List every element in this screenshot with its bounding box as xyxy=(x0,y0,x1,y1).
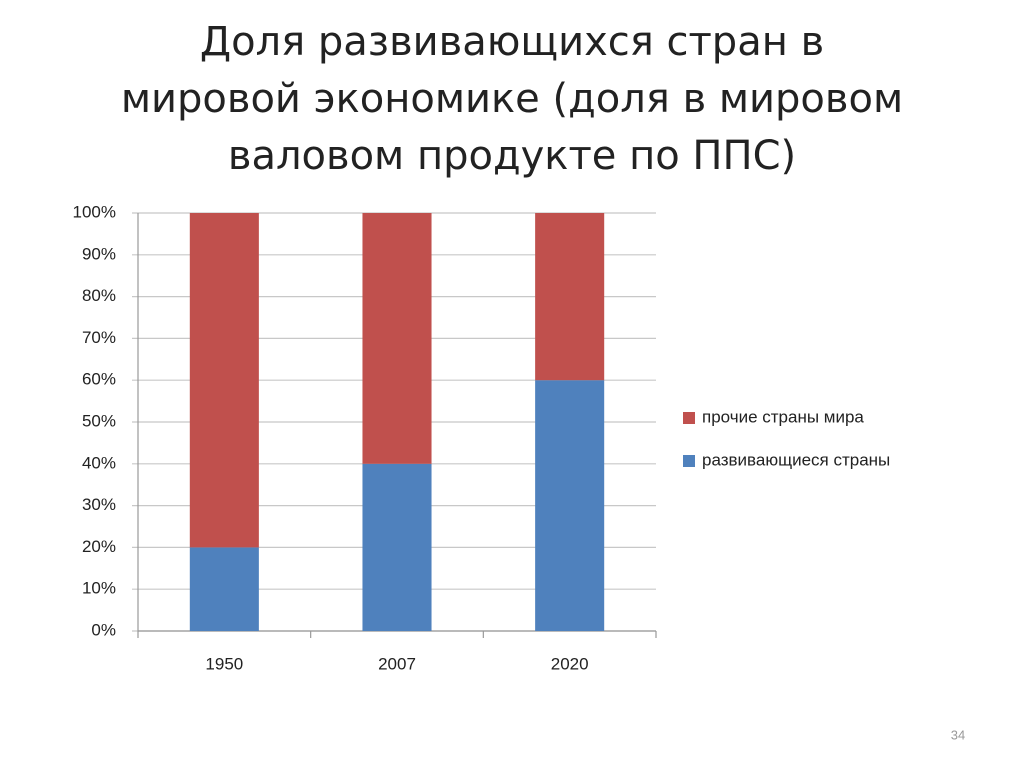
legend-label: развивающиеся страны xyxy=(702,450,890,469)
bar-segment xyxy=(189,213,259,548)
bar-segment xyxy=(535,213,605,381)
y-tick-label: 90% xyxy=(82,244,116,263)
x-tick-label: 2020 xyxy=(551,654,589,673)
y-tick-label: 70% xyxy=(82,328,116,347)
y-tick-label: 30% xyxy=(82,495,116,514)
y-tick-label: 0% xyxy=(91,620,116,639)
y-tick-label: 80% xyxy=(82,286,116,305)
legend-label: прочие страны мира xyxy=(702,407,864,426)
y-tick-label: 40% xyxy=(82,453,116,472)
y-tick-label: 20% xyxy=(82,537,116,556)
bar-segment xyxy=(189,547,259,631)
legend-swatch xyxy=(683,412,695,424)
y-tick-label: 10% xyxy=(82,579,116,598)
chart-title: Доля развивающихся стран в мировой эконо… xyxy=(120,19,904,179)
x-tick-label: 2007 xyxy=(378,654,416,673)
bar-segment xyxy=(535,380,605,631)
y-tick-label: 100% xyxy=(73,202,116,221)
x-tick-label: 1950 xyxy=(205,654,243,673)
y-tick-label: 50% xyxy=(82,411,116,430)
y-tick-label: 60% xyxy=(82,370,116,389)
bar-segment xyxy=(362,213,432,464)
legend-swatch xyxy=(683,455,695,467)
page-number: 34 xyxy=(951,727,965,742)
bar-segment xyxy=(362,463,432,631)
